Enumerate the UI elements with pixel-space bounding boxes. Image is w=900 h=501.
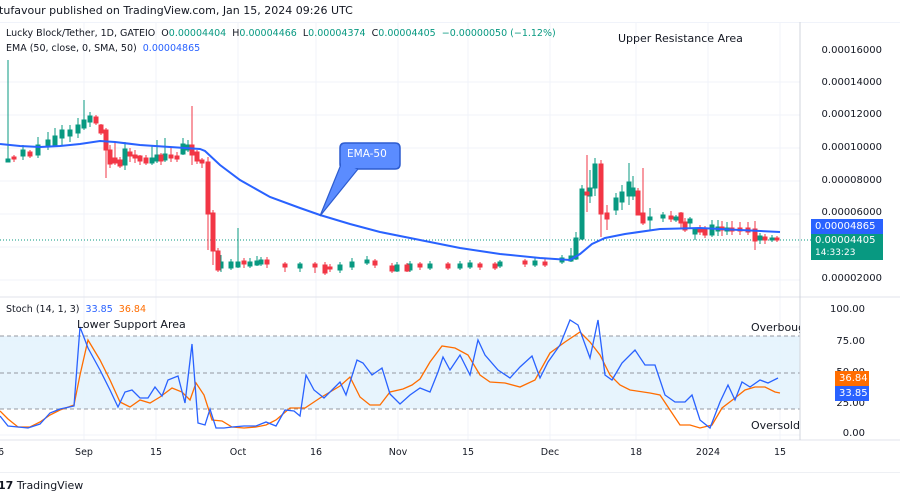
time-axis-label: Sep bbox=[75, 447, 93, 458]
time-axis-label: 16 bbox=[309, 447, 323, 458]
time-axis-label: 2024 bbox=[695, 447, 721, 458]
price-axis-label: 0.00010000 bbox=[821, 142, 882, 153]
stoch-k-value: 33.85 bbox=[85, 304, 113, 315]
overbought-annotation: Overbought Reg bbox=[751, 321, 800, 334]
stoch-label: Stoch (14, 1, 3) bbox=[6, 304, 80, 315]
ema-price-tag: 0.00004865 bbox=[811, 219, 883, 234]
high-value: 0.00004466 bbox=[239, 28, 297, 39]
countdown-tag: 14:33:23 bbox=[811, 248, 883, 260]
low-value: 0.00004374 bbox=[308, 28, 366, 39]
ema-50-callout-label: EMA-50 bbox=[347, 148, 387, 160]
stoch-axis-label: 25.00 bbox=[836, 398, 865, 409]
upper-resistance-annotation: Upper Resistance Area bbox=[618, 32, 743, 45]
open-prefix: O bbox=[161, 28, 169, 39]
stoch-k-line bbox=[0, 319, 779, 430]
time-axis-label: 15 bbox=[773, 447, 787, 458]
last-price-tag: 0.00004405 bbox=[811, 234, 883, 248]
price-axis-label: 0.00002000 bbox=[821, 273, 882, 284]
down-candles bbox=[11, 106, 780, 275]
close-prefix: C bbox=[371, 28, 379, 39]
price-axis-label: 0.00014000 bbox=[821, 77, 882, 88]
tradingview-logo-icon: 17 bbox=[0, 479, 14, 492]
price-axis-label: 0.00012000 bbox=[821, 109, 882, 120]
ema-value: 0.00004865 bbox=[142, 43, 201, 54]
lower-support-annotation: Lower Support Area bbox=[77, 318, 186, 331]
time-axis-label: Oct bbox=[229, 447, 247, 458]
stoch-axis-label: 0.00 bbox=[842, 428, 865, 439]
stoch-legend[interactable]: Stoch (14, 1, 3) 33.85 36.84 bbox=[6, 304, 146, 315]
time-axis-label: Nov bbox=[388, 447, 408, 458]
time-axis-label: 15 bbox=[149, 447, 163, 458]
time-axis-label: 6 bbox=[0, 447, 5, 458]
stoch-axis-label: 75.00 bbox=[836, 336, 865, 347]
time-axis-label: 15 bbox=[461, 447, 475, 458]
price-axis-label: 0.00016000 bbox=[821, 45, 882, 56]
stoch-d-value: 36.84 bbox=[118, 304, 146, 315]
stoch-axis-label: 100.00 bbox=[830, 304, 865, 315]
high-prefix: H bbox=[232, 28, 240, 39]
ema-label: EMA (50, close, 0, SMA, 50) bbox=[6, 43, 137, 54]
symbol-label: Lucky Block/Tether, 1D, GATEIO bbox=[6, 28, 156, 39]
stoch-d-line bbox=[0, 331, 781, 429]
change-value: −0.00000050 (−1.12%) bbox=[441, 28, 556, 39]
price-axis-label: 0.00008000 bbox=[821, 175, 882, 186]
published-header: itufavour published on TradingView.com, … bbox=[0, 0, 900, 23]
stoch-k-tag: 33.85 bbox=[835, 386, 869, 401]
ema-50-callout bbox=[319, 142, 401, 217]
open-value: 0.00004404 bbox=[168, 28, 227, 39]
oversold-annotation: Oversold Region bbox=[751, 419, 800, 432]
symbol-legend[interactable]: Lucky Block/Tether, 1D, GATEIO O0.000044… bbox=[6, 28, 556, 39]
ema-legend[interactable]: EMA (50, close, 0, SMA, 50) 0.00004865 bbox=[6, 43, 200, 54]
price-axis-label: 0.00006000 bbox=[821, 207, 882, 218]
stoch-d-tag: 36.84 bbox=[835, 371, 869, 386]
footer: 17 TradingView bbox=[0, 472, 900, 501]
time-axis-label: 18 bbox=[629, 447, 643, 458]
published-text: itufavour published on TradingView.com, … bbox=[0, 4, 353, 17]
time-axis-label: Dec bbox=[540, 447, 560, 458]
brand-name: TradingView bbox=[16, 479, 84, 492]
low-prefix: L bbox=[302, 28, 309, 39]
close-value: 0.00004405 bbox=[378, 28, 436, 39]
stoch-levels bbox=[0, 335, 800, 410]
